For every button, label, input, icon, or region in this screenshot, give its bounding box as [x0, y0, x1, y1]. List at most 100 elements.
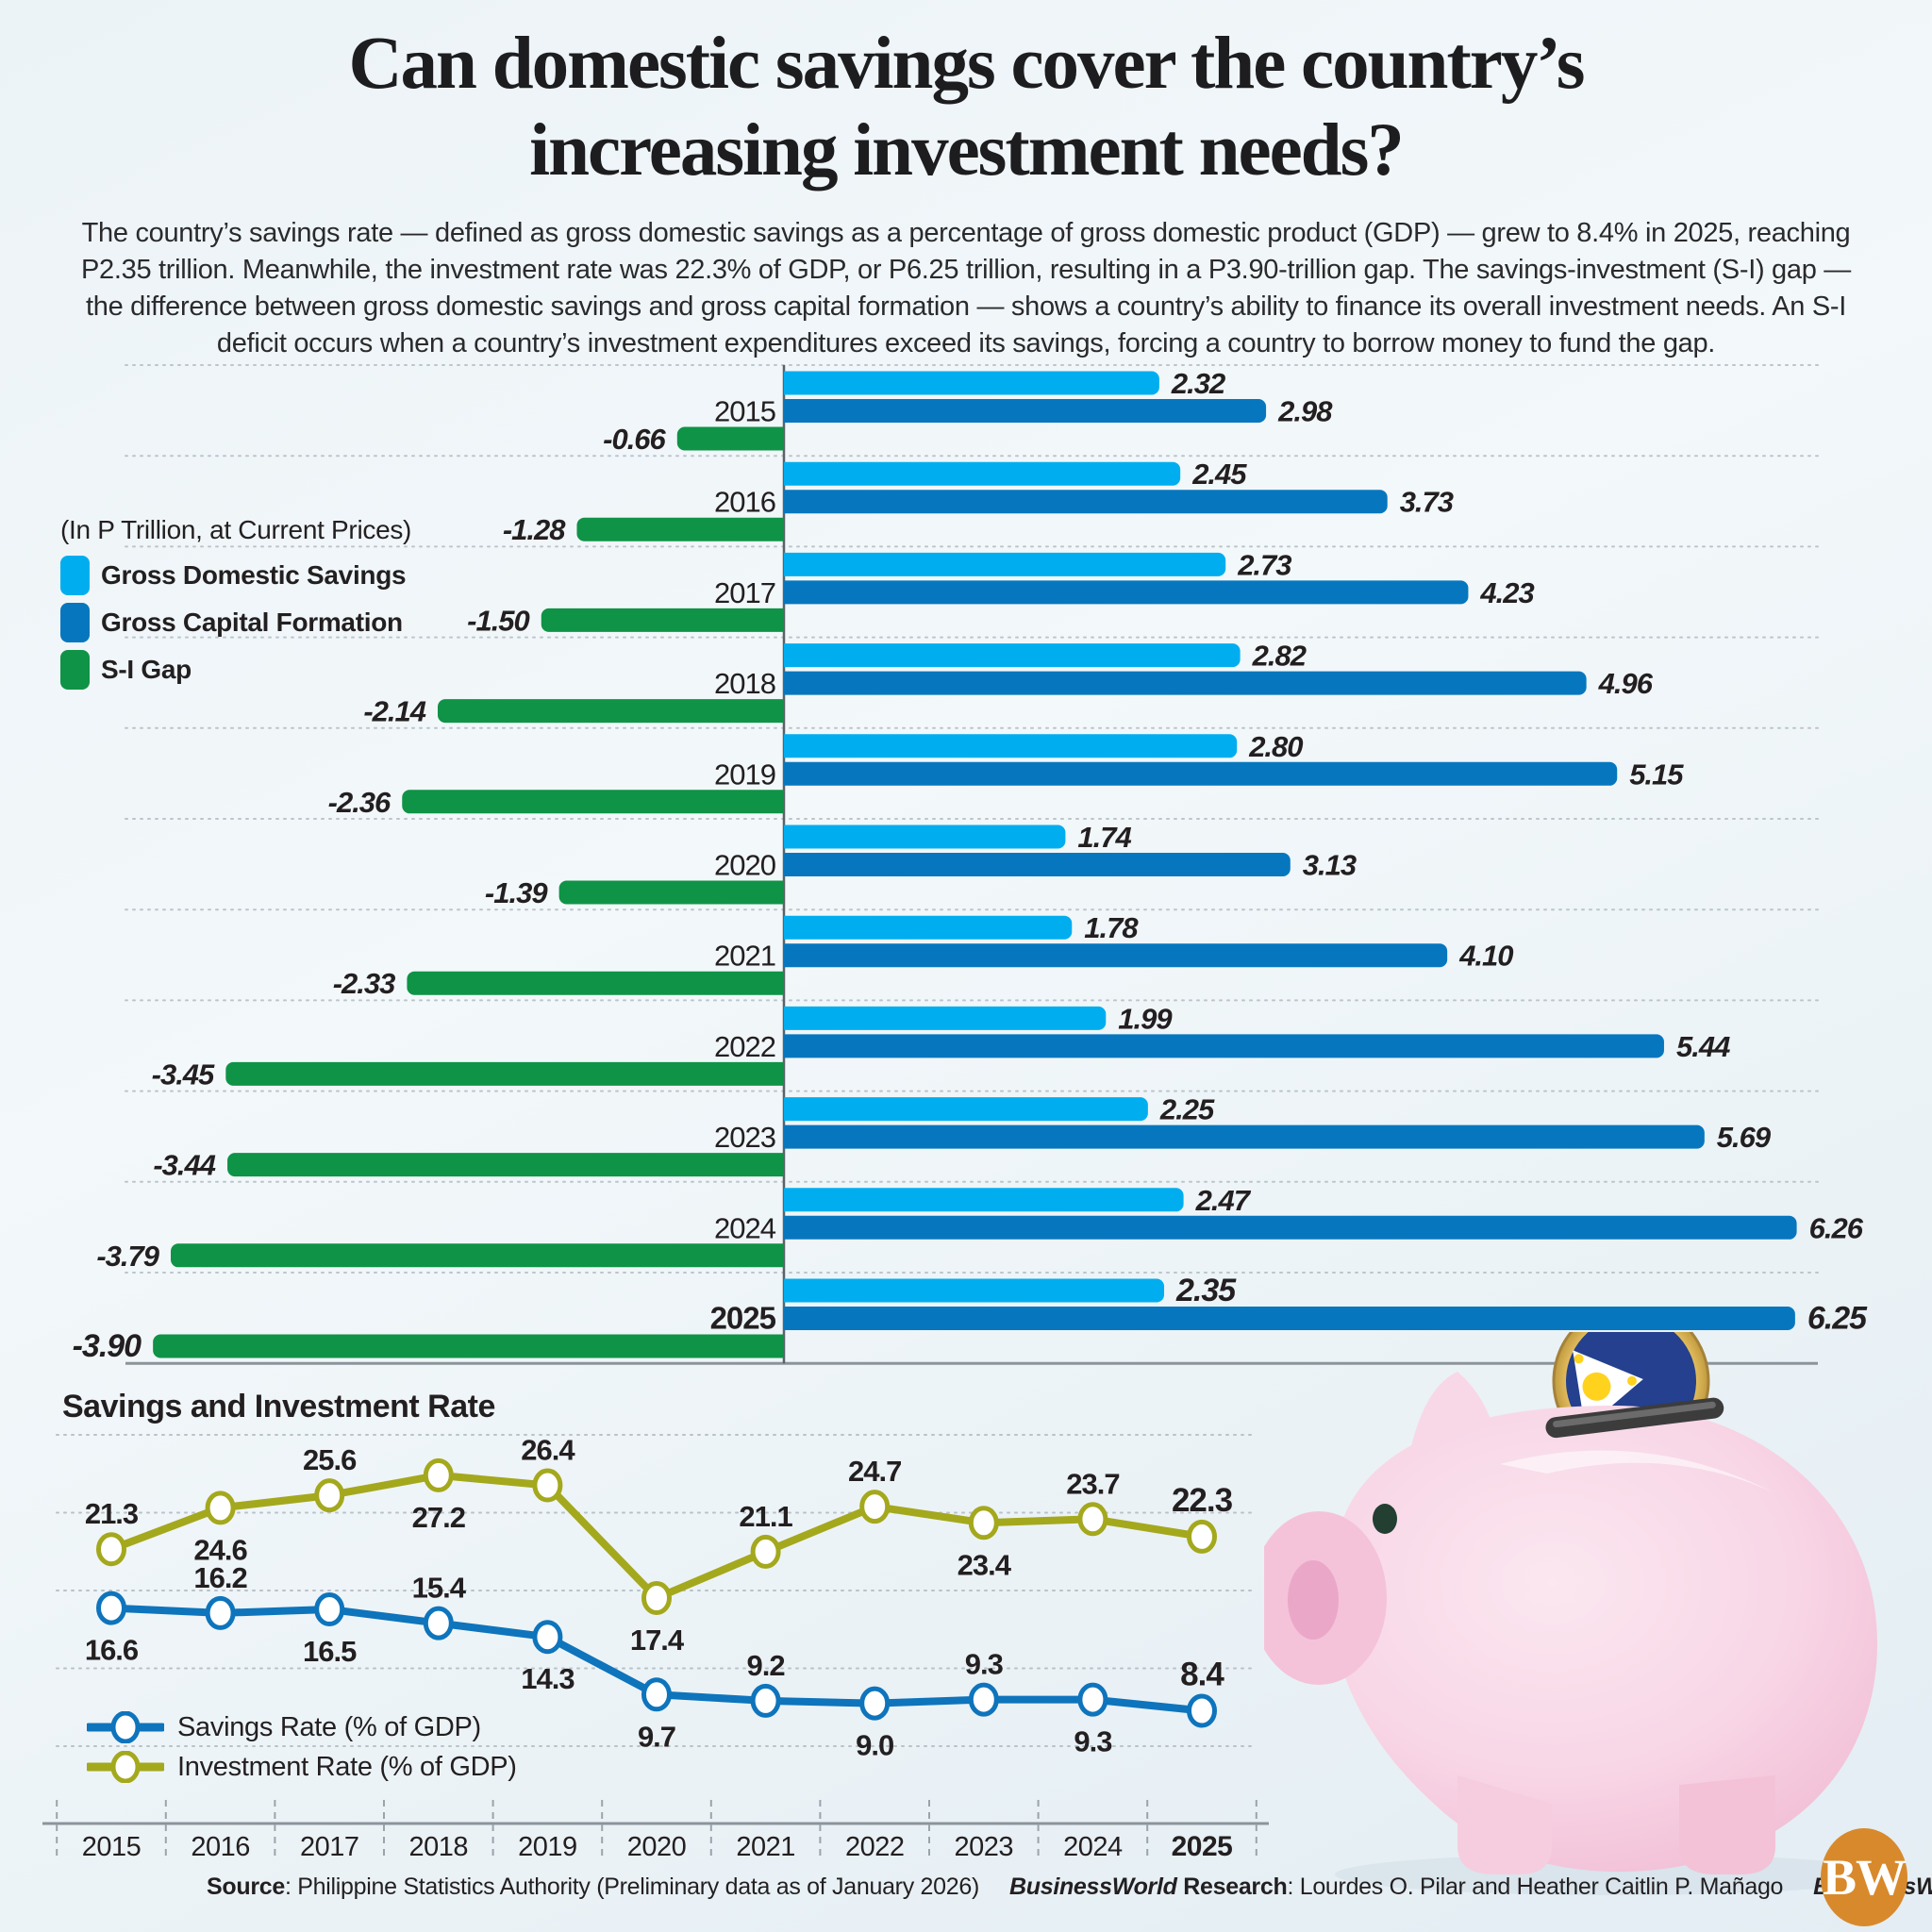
data-point-marker: [205, 1491, 236, 1525]
research-label: Research: [1176, 1874, 1288, 1900]
data-point-value-label: 22.3: [1172, 1482, 1233, 1519]
data-point-marker: [205, 1595, 236, 1630]
capital-formation-value-label: 6.25: [1807, 1301, 1868, 1337]
axis-year-label: 2018: [409, 1832, 469, 1862]
data-point-value-label: 9.3: [1074, 1725, 1112, 1758]
savings-value-label: 2.25: [1159, 1093, 1215, 1126]
piggy-bank-illustration: [1264, 1332, 1891, 1895]
data-point-value-label: 21.3: [85, 1497, 139, 1530]
legend-item-gross-domestic-savings: Gross Domestic Savings: [60, 555, 411, 596]
data-point-marker: [532, 1468, 563, 1503]
legend-item-gross-capital-formation: Gross Capital Formation: [60, 602, 411, 643]
units-note: (In P Trillion, at Current Prices): [60, 515, 412, 544]
savings-value-label: 2.82: [1252, 640, 1307, 673]
data-point-marker: [423, 1457, 454, 1492]
bar-group-2023: 2.25 5.69 -3.44 2023: [153, 1093, 1773, 1182]
axis-year-label: 2015: [82, 1832, 142, 1862]
data-point-value-label: 16.2: [193, 1561, 246, 1594]
data-point-value-label: 14.3: [521, 1662, 575, 1695]
gross-domestic-savings-bar: [784, 1278, 1165, 1303]
axis-year-label: 2023: [955, 1832, 1014, 1862]
si-gap-bar: [171, 1243, 784, 1268]
si-gap-bar: [153, 1334, 784, 1358]
data-point-marker: [1187, 1693, 1217, 1728]
line-chart-title: Savings and Investment Rate: [62, 1389, 495, 1424]
data-point-value-label: 27.2: [412, 1501, 465, 1534]
gross-domestic-savings-bar: [784, 824, 1066, 849]
year-label: 2017: [714, 576, 775, 609]
si-gap-bar: [225, 1061, 784, 1086]
axis-year-label: 2024: [1063, 1832, 1123, 1862]
year-label: 2024: [714, 1211, 776, 1244]
gross-capital-formation-bar: [783, 1124, 1705, 1149]
savings-value-label: 2.73: [1237, 548, 1291, 581]
data-point-marker: [314, 1592, 345, 1626]
data-point-marker: [532, 1620, 563, 1655]
si-gap-value-label: -3.45: [152, 1058, 215, 1091]
data-point-value-label: 9.0: [856, 1729, 893, 1762]
series-investment-rate: 21.3 24.6 25.6 27.2 26.4 17.4 21.1 24.7 23.4 23.7…: [85, 1434, 1234, 1657]
page-title: Can domestic savings cover the country’s…: [0, 21, 1932, 195]
data-point-value-label: 8.4: [1180, 1657, 1224, 1693]
savings-value-label: 2.47: [1195, 1184, 1252, 1217]
savings-value-label: 2.32: [1171, 367, 1225, 400]
year-label: 2021: [714, 940, 775, 973]
axis-year-label: 2022: [845, 1832, 905, 1862]
data-point-value-label: 9.7: [638, 1720, 675, 1753]
pig-body: [1287, 1406, 1877, 1873]
gross-capital-formation-bar: [784, 1307, 1795, 1330]
si-gap-value-label: -1.28: [503, 513, 566, 546]
capital-formation-value-label: 5.15: [1629, 758, 1684, 791]
data-point-marker: [423, 1606, 454, 1641]
si-gap-value-label: -0.66: [603, 423, 666, 456]
gross-domestic-savings-bar: [784, 1188, 1184, 1212]
legend-item-savings-rate: Savings Rate (% of GDP): [87, 1707, 517, 1747]
bar-group-2018: 2.82 4.96 -2.14 2018: [363, 640, 1654, 728]
gross-domestic-savings-bar: [784, 1006, 1107, 1030]
axis-year-label: 2019: [518, 1832, 577, 1862]
data-point-value-label: 24.6: [193, 1533, 247, 1566]
savings-value-label: 2.35: [1175, 1273, 1237, 1308]
gross-capital-formation-bar: [784, 943, 1448, 968]
si-gap-value-label: -1.39: [485, 876, 548, 909]
data-point-value-label: 21.1: [739, 1500, 792, 1533]
data-point-value-label: 16.6: [85, 1634, 139, 1667]
si-gap-value-label: -1.50: [467, 604, 529, 637]
gross-capital-formation-bar: [784, 1215, 1797, 1240]
year-label: 2015: [714, 395, 775, 428]
capital-formation-value-label: 2.98: [1277, 395, 1333, 428]
data-point-marker: [1077, 1502, 1108, 1537]
line-chart-legend: Savings Rate (% of GDP) Investment Rate …: [87, 1707, 517, 1787]
capital-formation-value-label: 3.13: [1303, 849, 1357, 882]
year-label: 2020: [714, 849, 776, 882]
si-gap-value-label: -3.44: [153, 1149, 215, 1182]
data-point-marker: [859, 1490, 891, 1524]
businessworld-brand: BusinessWorld: [1008, 1874, 1177, 1900]
data-point-value-label: 25.6: [303, 1443, 357, 1476]
bar-group-2020: 1.74 3.13 -1.39 2020: [485, 821, 1357, 909]
legend-item-investment-rate: Investment Rate (% of GDP): [87, 1747, 517, 1787]
si-gap-bar: [676, 426, 784, 451]
si-gap-value-label: -2.14: [363, 695, 425, 728]
capital-formation-value-label: 4.23: [1479, 576, 1534, 609]
rates-line-chart: 2015 2016 2017 2018 2019 2020 2021 2022 2023 2024…: [42, 1434, 1269, 1862]
legend-item-si-gap: S-I Gap: [60, 649, 411, 691]
data-point-value-label: 16.5: [303, 1635, 357, 1668]
pig-eye: [1373, 1504, 1397, 1534]
bar-group-2021: 1.78 4.10 -2.33 2021: [333, 911, 1515, 1000]
data-point-marker: [1187, 1519, 1217, 1554]
page-title-line2: increasing investment needs?: [529, 109, 1405, 192]
source-credit: Source: Philippine Statistics Authority …: [207, 1874, 979, 1901]
coin-slot: [1545, 1397, 1724, 1439]
pig-leg-front: [1457, 1775, 1552, 1874]
year-label: 2023: [714, 1121, 775, 1154]
data-point-value-label: 15.4: [412, 1572, 467, 1605]
source-label: Source: [207, 1874, 285, 1900]
data-point-value-label: 17.4: [630, 1624, 685, 1657]
gross-domestic-savings-swatch: [60, 556, 90, 595]
data-point-marker: [968, 1682, 999, 1717]
savings-value-label: 1.78: [1084, 911, 1139, 944]
gross-capital-formation-bar: [784, 671, 1587, 695]
gross-domestic-savings-bar: [784, 552, 1226, 576]
data-point-marker: [641, 1581, 672, 1615]
